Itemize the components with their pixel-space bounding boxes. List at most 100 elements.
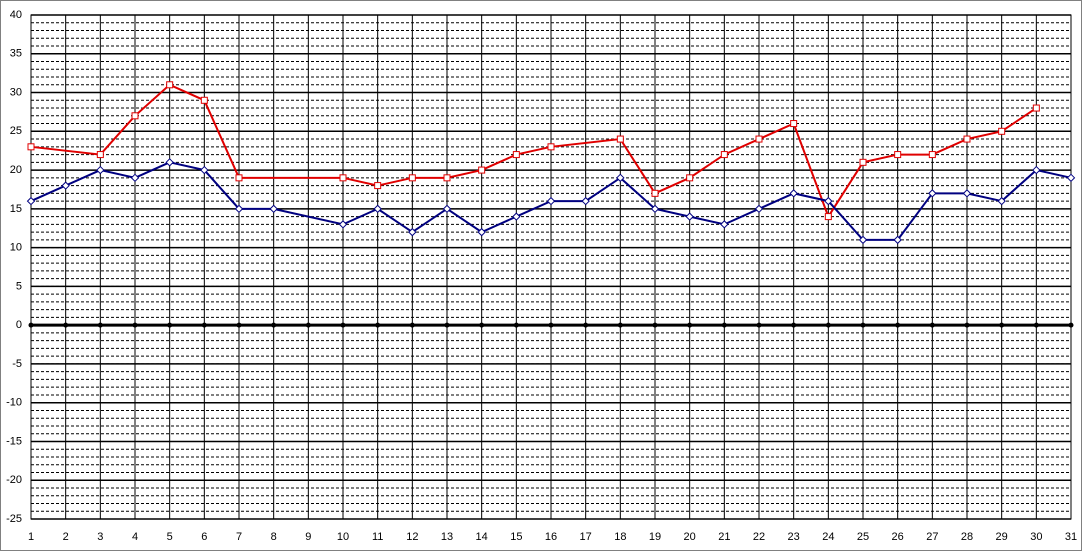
marker (616, 135, 624, 143)
x-tick-label: 10 (337, 531, 349, 543)
x-tick-label: 18 (614, 531, 626, 543)
marker (130, 173, 140, 183)
marker (685, 212, 694, 221)
y-tick-label: 40 (10, 9, 22, 21)
x-tick-label: 8 (271, 531, 277, 543)
x-tick-label: 15 (510, 531, 522, 543)
marker (61, 181, 70, 190)
axis-dot (513, 322, 519, 328)
marker (442, 204, 452, 214)
axis-dot (1068, 322, 1074, 328)
axis-dot (929, 322, 935, 328)
axis-dot (28, 322, 34, 328)
y-tick-label: -25 (6, 513, 22, 525)
marker (373, 204, 382, 214)
axis-dot (617, 322, 623, 328)
marker (1032, 165, 1041, 175)
marker (755, 135, 763, 143)
y-tick-label: 10 (10, 242, 22, 254)
axis-dot (479, 322, 485, 328)
marker (651, 189, 659, 197)
axis-dot (375, 322, 381, 328)
x-tick-label: 17 (580, 531, 592, 543)
marker (27, 143, 35, 151)
axis-dot (97, 322, 103, 328)
marker (858, 235, 868, 245)
axis-dot (236, 322, 242, 328)
x-tick-label: 12 (406, 531, 418, 543)
axis-dot (756, 322, 762, 328)
x-tick-label: 2 (63, 531, 69, 543)
marker (1066, 173, 1076, 183)
marker (443, 174, 451, 182)
x-tick-label: 27 (926, 531, 938, 543)
marker (824, 196, 833, 206)
axis-dot (721, 322, 727, 328)
axis-dot (964, 322, 970, 328)
marker (408, 174, 416, 182)
axis-dot (652, 322, 658, 328)
marker (581, 196, 590, 206)
axis-dot (1033, 322, 1039, 328)
marker (998, 127, 1006, 135)
marker (754, 204, 764, 214)
y-tick-label: -15 (6, 435, 22, 447)
marker (928, 151, 936, 159)
axis-dot (860, 322, 866, 328)
y-tick-label: 25 (10, 125, 22, 137)
marker (269, 204, 278, 214)
marker (962, 189, 972, 198)
marker (374, 182, 382, 190)
marker (96, 151, 104, 159)
y-tick-label: 15 (10, 203, 22, 215)
marker (997, 196, 1006, 206)
axis-dot (825, 322, 831, 328)
axis-dot (895, 322, 901, 328)
marker (547, 143, 555, 151)
x-tick-label: 23 (788, 531, 800, 543)
marker (96, 165, 105, 175)
x-tick-label: 29 (996, 531, 1008, 543)
marker (720, 151, 728, 159)
marker (26, 196, 36, 206)
marker (477, 227, 486, 237)
marker (720, 220, 729, 229)
series-line (30, 83, 1037, 219)
marker (824, 213, 832, 221)
x-tick-label: 28 (961, 531, 973, 543)
marker (512, 151, 520, 159)
axis-dot (444, 322, 450, 328)
marker (616, 173, 625, 183)
y-tick-label: 5 (16, 280, 22, 292)
x-tick-label: 16 (545, 531, 557, 543)
x-tick-label: 11 (372, 531, 383, 543)
marker (235, 174, 243, 182)
marker (478, 166, 486, 174)
y-tick-label: 0 (16, 319, 22, 331)
marker (963, 135, 971, 143)
marker (790, 120, 798, 128)
x-tick-label: 25 (857, 531, 869, 543)
axis-dot (409, 322, 415, 328)
marker (789, 189, 798, 198)
axis-dot (167, 322, 173, 328)
axis-dot (271, 322, 277, 328)
y-tick-label: -5 (12, 358, 22, 370)
x-tick-label: 14 (476, 531, 488, 543)
marker (893, 235, 902, 245)
marker (650, 204, 660, 214)
x-tick-label: 7 (236, 531, 242, 543)
marker (131, 112, 139, 120)
x-tick-label: 26 (892, 531, 904, 543)
marker (546, 196, 556, 206)
y-tick-label: 35 (10, 48, 22, 60)
axis-dot (583, 322, 589, 328)
y-tick-label: 30 (10, 86, 22, 98)
axis-dot (791, 322, 797, 328)
marker (686, 174, 694, 182)
marker (512, 212, 521, 221)
marker (200, 96, 208, 104)
axis-dot (63, 322, 69, 328)
marker (166, 81, 174, 89)
